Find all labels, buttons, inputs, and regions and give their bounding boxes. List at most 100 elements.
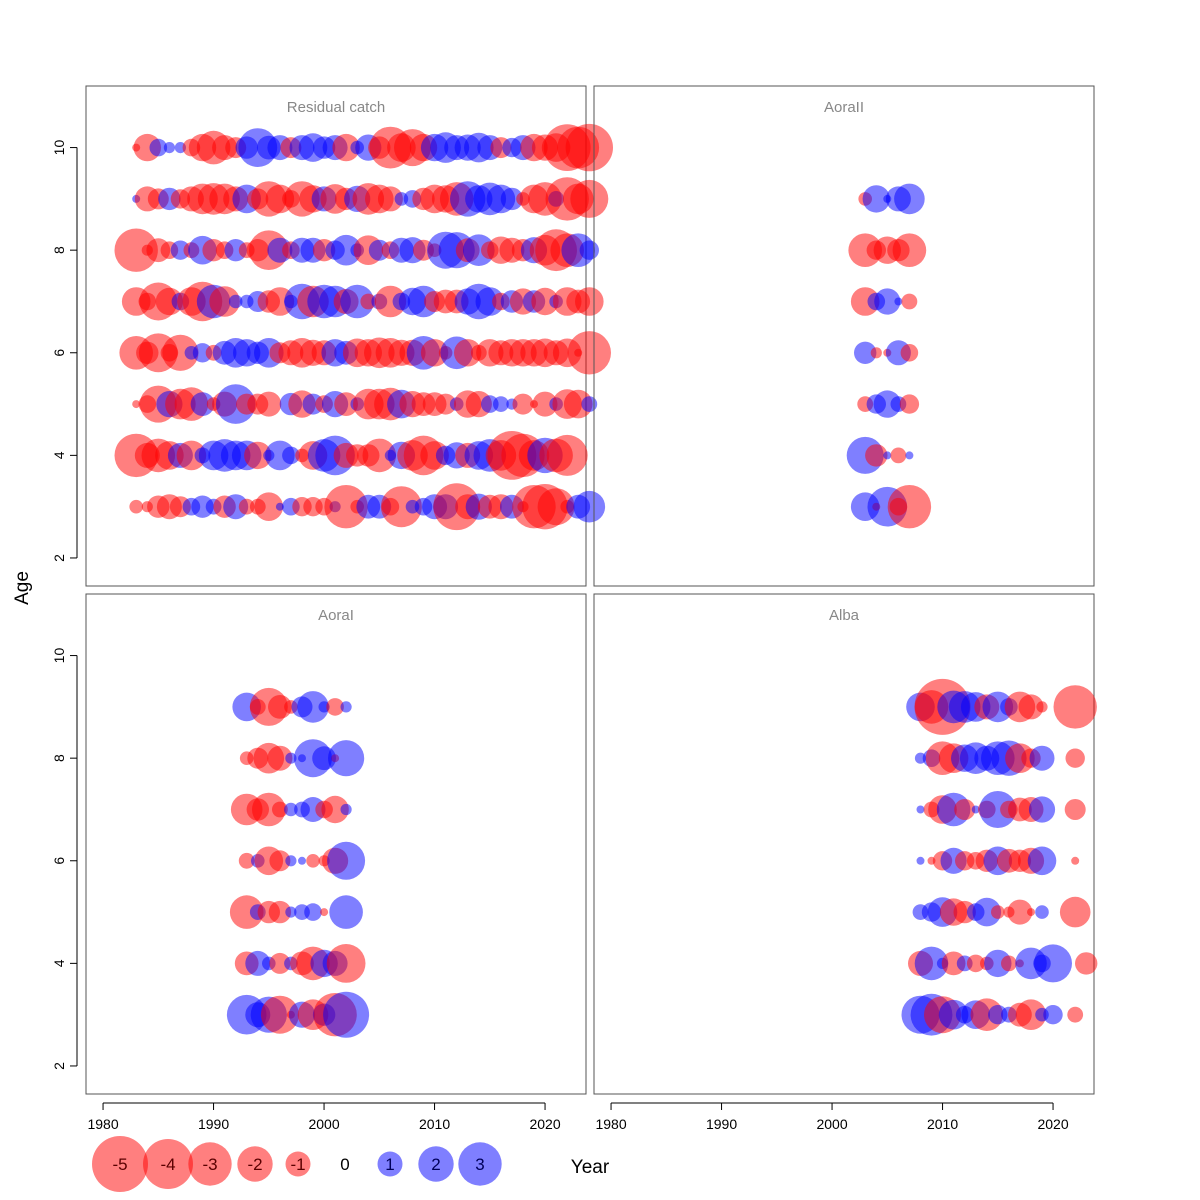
residual-bubble (887, 485, 932, 529)
residual-bubble (326, 698, 344, 716)
residual-bubble (512, 393, 534, 415)
residual-bubble (894, 183, 925, 215)
residual-bubble (1001, 955, 1017, 972)
y-tick-label: 2 (51, 1062, 67, 1070)
residual-bubble (546, 434, 588, 476)
residual-bubble (873, 390, 901, 418)
y-axis-top: 2 4 6 8 10 (51, 140, 78, 562)
legend-item: 1 (377, 1151, 403, 1177)
residual-bubble (1015, 999, 1047, 1030)
residual-bubble (238, 498, 255, 515)
residual-bubble (256, 391, 282, 417)
residual-bubble (988, 1005, 1008, 1025)
residual-bubble (493, 396, 509, 412)
residual-bubble (567, 331, 611, 375)
residual-bubble (162, 334, 199, 371)
panel-frame (593, 85, 1095, 587)
panel-title: AoraI (318, 607, 354, 624)
y-tick-label: 10 (51, 648, 67, 664)
residual-bubble (1027, 908, 1035, 917)
y-tick-label: 6 (51, 349, 67, 357)
residual-bubble (192, 343, 213, 363)
y-tick-label: 2 (51, 554, 67, 562)
legend-item: -5 (92, 1136, 148, 1192)
residual-bubble (209, 286, 240, 317)
legend-label: -3 (202, 1155, 217, 1174)
residual-bubble (481, 395, 499, 413)
residual-bubble (332, 133, 360, 162)
residual-bubble (163, 142, 175, 154)
residual-bubble (854, 341, 877, 364)
y-tick-label: 6 (51, 857, 67, 865)
y-tick-label: 4 (51, 451, 67, 459)
residual-bubble (327, 841, 366, 880)
x-tick-label: 2020 (529, 1116, 560, 1132)
residual-bubble (321, 795, 349, 824)
x-tick-label: 1990 (706, 1116, 737, 1132)
residual-bubble (563, 389, 593, 419)
residual-bubble (420, 339, 449, 367)
legend-item: 3 (458, 1142, 502, 1186)
residual-bubble (894, 297, 903, 306)
legend-bubble (92, 1136, 148, 1192)
residual-bubble (285, 855, 297, 867)
x-tick-label: 1980 (595, 1116, 626, 1132)
residual-bubble (579, 240, 599, 260)
x-tick-label: 2000 (308, 1116, 339, 1132)
residual-bubble (954, 799, 976, 820)
residual-bubble (149, 138, 168, 157)
residual-bubble (916, 856, 925, 865)
residual-bubble (972, 897, 1002, 927)
residual-bubble (297, 691, 329, 723)
legend: -5 -4 -3 -2 -1 0 1 2 3 (92, 1136, 502, 1192)
residual-bubble (979, 791, 1017, 828)
residual-bubble (269, 850, 291, 872)
residual-bubble (966, 954, 985, 973)
residual-bubble (435, 393, 457, 415)
residual-bubble (272, 801, 288, 818)
residual-bubble (328, 740, 365, 777)
x-axis-left: 1980 1990 2000 2010 2020 (87, 1102, 561, 1132)
residual-bubble (892, 233, 927, 267)
residual-bubble (323, 991, 370, 1038)
x-axis-label: Year (571, 1157, 610, 1178)
residual-bubble (176, 440, 207, 471)
axes-layer: 2 4 6 8 10 2 4 6 8 10 1980 1990 2000 2010 2020 1980 1990… (51, 140, 1069, 1132)
residual-bubble (330, 234, 362, 266)
panel-frame (593, 593, 1095, 1095)
panel-title: Alba (829, 607, 860, 624)
residual-bubble (114, 228, 158, 272)
residual-bubble (532, 391, 558, 417)
residual-bubble (1027, 846, 1057, 876)
residual-bubble (129, 499, 143, 514)
residual-bubble (340, 284, 375, 319)
residual-bubble (916, 805, 925, 814)
residual-bubble (570, 179, 609, 218)
residual-bubble (285, 906, 297, 918)
residual-bubble (1007, 899, 1033, 925)
residual-bubble (1029, 745, 1055, 771)
residual-bubble (1028, 796, 1056, 823)
residual-bubble (1018, 694, 1044, 720)
legend-label: 1 (385, 1155, 394, 1174)
residual-bubble (862, 185, 890, 213)
residual-bubble (454, 339, 482, 367)
legend-item: -1 (285, 1151, 311, 1177)
residual-bubble (304, 903, 322, 921)
y-axis-bottom: 2 4 6 8 10 (51, 648, 78, 1070)
residual-bubble (1064, 799, 1086, 820)
panel-title: Residual catch (287, 99, 385, 116)
residual-bubble (1075, 952, 1098, 975)
residual-bubble (251, 792, 286, 827)
residual-bubble (285, 752, 297, 764)
panel-1: Residual catch (85, 85, 613, 587)
legend-label: 2 (431, 1155, 440, 1174)
residual-bubble (190, 392, 215, 416)
legend-item: 2 (418, 1146, 454, 1182)
residual-bubble (883, 451, 892, 460)
residual-bubble (1043, 1005, 1063, 1025)
residual-bubble (284, 802, 298, 817)
residual-bubble (537, 488, 575, 526)
y-tick-label: 10 (51, 140, 67, 156)
